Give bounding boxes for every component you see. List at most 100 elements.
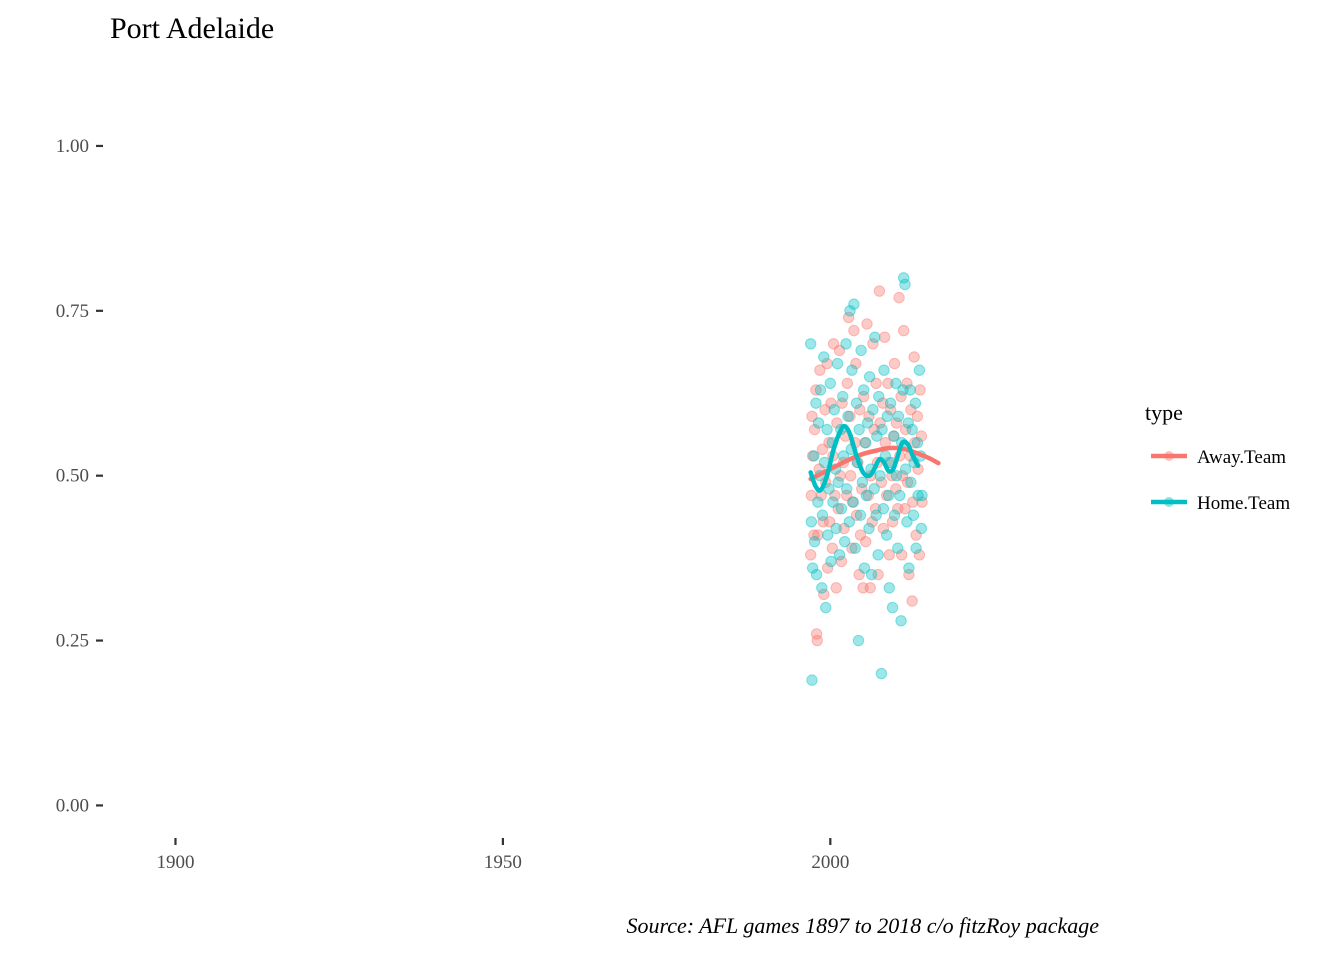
legend-key-point-home-team bbox=[1164, 497, 1174, 507]
point-away-team-4 bbox=[808, 529, 820, 541]
point-home-team-45 bbox=[850, 397, 863, 409]
point-away-team-79 bbox=[883, 549, 895, 561]
point-home-team-58 bbox=[863, 371, 876, 383]
point-home-team-38 bbox=[843, 516, 856, 528]
point-away-team-98 bbox=[903, 568, 915, 581]
point-home-team-41 bbox=[846, 364, 858, 376]
point-away-team-53 bbox=[857, 582, 869, 594]
point-home-team-84 bbox=[890, 469, 903, 482]
point-home-team-56 bbox=[861, 417, 874, 429]
point-home-team-37 bbox=[842, 410, 854, 423]
point-away-team-14 bbox=[817, 516, 829, 528]
point-home-team-26 bbox=[830, 522, 842, 535]
point-away-team-26 bbox=[829, 489, 841, 502]
x-axis: 1900 1950 2000 bbox=[156, 838, 849, 873]
point-home-team-85 bbox=[892, 542, 904, 554]
point-home-team-32 bbox=[837, 390, 849, 403]
point-away-team-51 bbox=[854, 529, 867, 541]
point-away-team-8 bbox=[811, 634, 823, 647]
point-home-team-16 bbox=[820, 601, 832, 614]
point-home-team-70 bbox=[876, 423, 888, 436]
point-away-team-22 bbox=[825, 397, 837, 409]
point-home-team-78 bbox=[884, 397, 897, 409]
point-away-team-101 bbox=[906, 595, 918, 607]
point-home-team-49 bbox=[854, 509, 867, 521]
point-home-team-93 bbox=[899, 463, 912, 475]
point-home-team-6 bbox=[810, 397, 822, 409]
point-home-team-96 bbox=[903, 562, 915, 574]
point-away-team-23 bbox=[826, 542, 838, 554]
point-home-team-74 bbox=[880, 529, 893, 541]
point-away-team-31 bbox=[834, 469, 846, 482]
point-home-team-65 bbox=[871, 430, 883, 442]
point-home-team-63 bbox=[869, 331, 881, 343]
point-home-team-100 bbox=[907, 509, 920, 521]
x-tick-label-2: 2000 bbox=[811, 852, 849, 873]
point-home-team-91 bbox=[897, 272, 910, 284]
point-away-team-109 bbox=[914, 384, 926, 396]
point-home-team-62 bbox=[868, 483, 880, 495]
point-away-team-38 bbox=[841, 377, 854, 390]
x-tick-label-1: 1950 bbox=[484, 852, 522, 873]
point-away-team-18 bbox=[821, 357, 833, 370]
point-away-team-39 bbox=[842, 311, 855, 324]
point-home-team-44 bbox=[849, 542, 861, 554]
point-home-team-47 bbox=[852, 634, 865, 647]
point-home-team-105 bbox=[912, 489, 924, 502]
point-away-team-44 bbox=[848, 324, 860, 337]
point-away-team-100 bbox=[905, 404, 917, 416]
point-away-team-56 bbox=[859, 535, 872, 548]
point-away-team-57 bbox=[861, 318, 873, 330]
point-home-team-39 bbox=[844, 305, 856, 317]
point-home-team-95 bbox=[902, 417, 914, 429]
point-away-team-68 bbox=[872, 568, 884, 581]
point-home-team-98 bbox=[905, 476, 917, 488]
point-away-team-82 bbox=[886, 516, 899, 528]
point-home-team-13 bbox=[816, 509, 829, 521]
point-away-team-30 bbox=[833, 344, 846, 357]
point-home-team-99 bbox=[906, 423, 918, 436]
point-away-team-63 bbox=[867, 338, 879, 350]
point-away-team-27 bbox=[830, 582, 842, 594]
point-away-team-60 bbox=[864, 582, 876, 594]
point-home-team-80 bbox=[886, 601, 899, 614]
point-home-team-24 bbox=[828, 404, 840, 416]
point-away-team-28 bbox=[831, 417, 843, 429]
point-home-team-53 bbox=[858, 562, 871, 574]
point-home-team-61 bbox=[867, 404, 879, 416]
point-away-team-106 bbox=[911, 410, 924, 423]
point-home-team-92 bbox=[899, 278, 911, 291]
point-home-team-42 bbox=[847, 496, 859, 508]
point-away-team-16 bbox=[819, 404, 831, 416]
point-away-team-2 bbox=[806, 410, 818, 423]
point-away-team-92 bbox=[896, 469, 909, 482]
scatter-points bbox=[804, 272, 928, 686]
y-tick-label-3: 0.75 bbox=[56, 301, 89, 322]
point-away-team-94 bbox=[899, 502, 911, 515]
point-home-team-36 bbox=[840, 483, 853, 495]
point-home-team-55 bbox=[860, 489, 873, 502]
y-tick-label-0: 0.00 bbox=[56, 795, 89, 816]
point-away-team-84 bbox=[888, 357, 901, 370]
point-home-team-67 bbox=[873, 390, 885, 403]
point-away-team-37 bbox=[840, 489, 853, 502]
point-away-team-74 bbox=[878, 331, 891, 343]
y-tick-label-4: 1.00 bbox=[56, 136, 89, 157]
point-away-team-90 bbox=[895, 390, 907, 403]
point-home-team-90 bbox=[897, 384, 909, 396]
point-away-team-97 bbox=[901, 476, 914, 488]
point-away-team-110 bbox=[915, 430, 928, 442]
point-away-team-71 bbox=[875, 476, 888, 488]
point-away-team-32 bbox=[835, 555, 848, 568]
point-away-team-108 bbox=[913, 549, 926, 561]
point-away-team-105 bbox=[910, 529, 922, 541]
point-home-team-0 bbox=[804, 338, 817, 350]
point-home-team-20 bbox=[824, 377, 837, 390]
point-away-team-59 bbox=[863, 410, 875, 423]
point-home-team-71 bbox=[877, 502, 890, 515]
point-home-team-57 bbox=[863, 522, 875, 535]
point-home-team-60 bbox=[865, 568, 878, 581]
point-away-team-15 bbox=[818, 588, 830, 601]
legend-item-away-team: Away.Team bbox=[1151, 447, 1286, 468]
point-away-team-102 bbox=[907, 496, 919, 508]
